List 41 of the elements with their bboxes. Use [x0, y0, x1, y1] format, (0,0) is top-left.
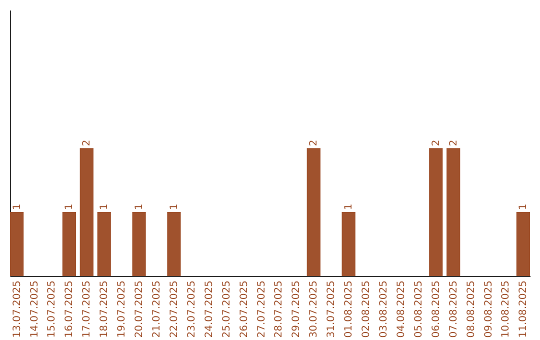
x-tick-label: 14.07.2025	[29, 280, 40, 338]
data-label: 1	[99, 204, 110, 210]
x-tick-label: 06.08.2025	[430, 280, 442, 338]
x-tick-label: 18.07.2025	[99, 280, 110, 338]
x-tick-label: 17.07.2025	[82, 280, 93, 338]
data-label: 2	[448, 140, 460, 146]
x-tick-label: 29.07.2025	[291, 280, 302, 338]
data-label: 1	[64, 204, 76, 210]
x-tick-label: 09.08.2025	[483, 280, 494, 338]
x-tick-label: 28.07.2025	[274, 280, 285, 338]
x-tick-label: 04.08.2025	[396, 280, 407, 338]
x-tick-label: 16.07.2025	[64, 280, 76, 338]
x-tick-label: 19.07.2025	[116, 280, 128, 338]
x-tick-label: 08.08.2025	[466, 280, 477, 338]
x-tick-label: 25.07.2025	[221, 280, 232, 338]
x-tick-label: 11.08.2025	[518, 280, 530, 338]
x-tick-label: 23.07.2025	[186, 280, 198, 338]
data-label: 2	[308, 140, 320, 146]
x-tick-label: 27.07.2025	[256, 280, 268, 338]
data-label: 2	[82, 140, 93, 146]
x-tick-label: 01.08.2025	[344, 280, 355, 338]
x-tick-label: 15.07.2025	[46, 280, 58, 338]
x-tick-label: 02.08.2025	[361, 280, 372, 338]
data-label: 1	[134, 204, 146, 210]
x-tick-label: 03.08.2025	[378, 280, 390, 338]
x-tick-label: 26.07.2025	[238, 280, 250, 338]
data-label: 2	[430, 140, 442, 146]
x-tick-label: 07.08.2025	[448, 280, 460, 338]
x-tick-label: 30.07.2025	[308, 280, 320, 338]
data-label: 1	[518, 204, 530, 210]
x-tick-label: 13.07.2025	[12, 280, 23, 338]
x-tick-label: 24.07.2025	[204, 280, 215, 338]
x-tick-label: 21.07.2025	[152, 280, 162, 338]
x-tick-label: 20.07.2025	[134, 280, 146, 338]
x-tick-label: 31.07.2025	[326, 280, 338, 338]
data-label: 1	[344, 204, 355, 210]
x-tick-label: 10.08.2025	[500, 280, 512, 338]
x-tick-label: 05.08.2025	[413, 280, 424, 338]
data-label: 1	[12, 204, 23, 210]
x-tick-label: 22.07.2025	[168, 280, 180, 338]
data-label: 1	[168, 204, 180, 210]
